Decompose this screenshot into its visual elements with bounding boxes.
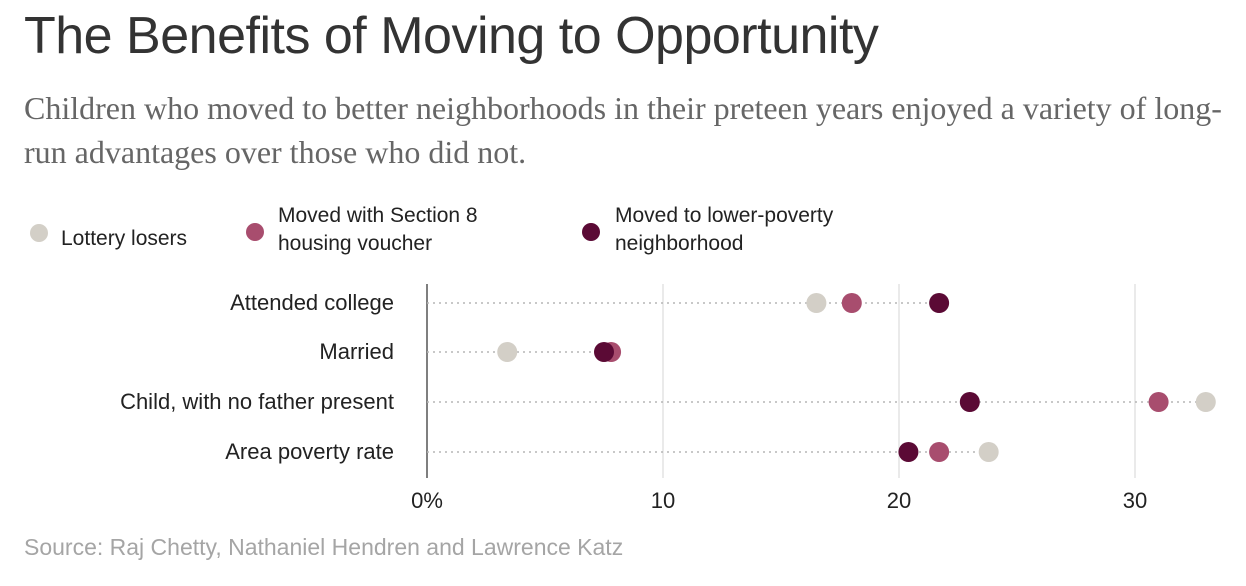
dot-plot: 0% 10 20 30 Attended college Married Child, wi… — [120, 284, 1216, 513]
x-tick-label-10: 10 — [651, 488, 675, 513]
x-tick-label-20: 20 — [887, 488, 911, 513]
legend-swatch-section-8 — [246, 223, 264, 241]
point-lower-poverty-attended-college — [929, 293, 950, 313]
chart-title: The Benefits of Moving to Opportunity — [24, 7, 879, 65]
category-label-married: Married — [319, 339, 394, 364]
legend-label-lower-poverty-line1: Moved to lower-poverty — [615, 204, 834, 227]
legend-label-lottery-losers: Lottery losers — [61, 227, 188, 250]
legend-swatch-lottery-losers — [30, 224, 48, 242]
point-lower-poverty-area-poverty-rate — [898, 442, 919, 462]
point-lottery-losers-area-poverty-rate — [978, 442, 999, 462]
x-tick-label-30: 30 — [1123, 488, 1147, 513]
point-lower-poverty-married — [594, 342, 614, 362]
x-tick-label-0: 0% — [411, 488, 443, 513]
legend: Lottery losers Moved with Section 8 hous… — [24, 202, 924, 262]
legend-label-section-8-line2: housing voucher — [278, 232, 433, 255]
source-note: Source: Raj Chetty, Nathaniel Hendren an… — [24, 534, 624, 560]
point-lottery-losers-attended-college — [806, 293, 827, 313]
legend-swatch-lower-poverty — [582, 223, 600, 241]
point-section-8-area-poverty-rate — [929, 442, 950, 462]
point-lottery-losers-married — [497, 342, 518, 362]
point-lottery-losers-child-with-no-father-present — [1195, 392, 1216, 412]
legend-label-section-8-line1: Moved with Section 8 — [278, 204, 478, 227]
point-section-8-child-with-no-father-present — [1148, 392, 1169, 412]
legend-label-lower-poverty-line2: neighborhood — [615, 232, 744, 255]
category-label-child-with-no-father-present: Child, with no father present — [120, 389, 394, 414]
point-section-8-attended-college — [841, 293, 862, 313]
category-label-attended-college: Attended college — [230, 290, 394, 315]
category-label-area-poverty-rate: Area poverty rate — [225, 439, 394, 464]
point-lower-poverty-child-with-no-father-present — [959, 392, 980, 412]
chart-subtitle: Children who moved to better neighborhoo… — [24, 90, 1222, 170]
